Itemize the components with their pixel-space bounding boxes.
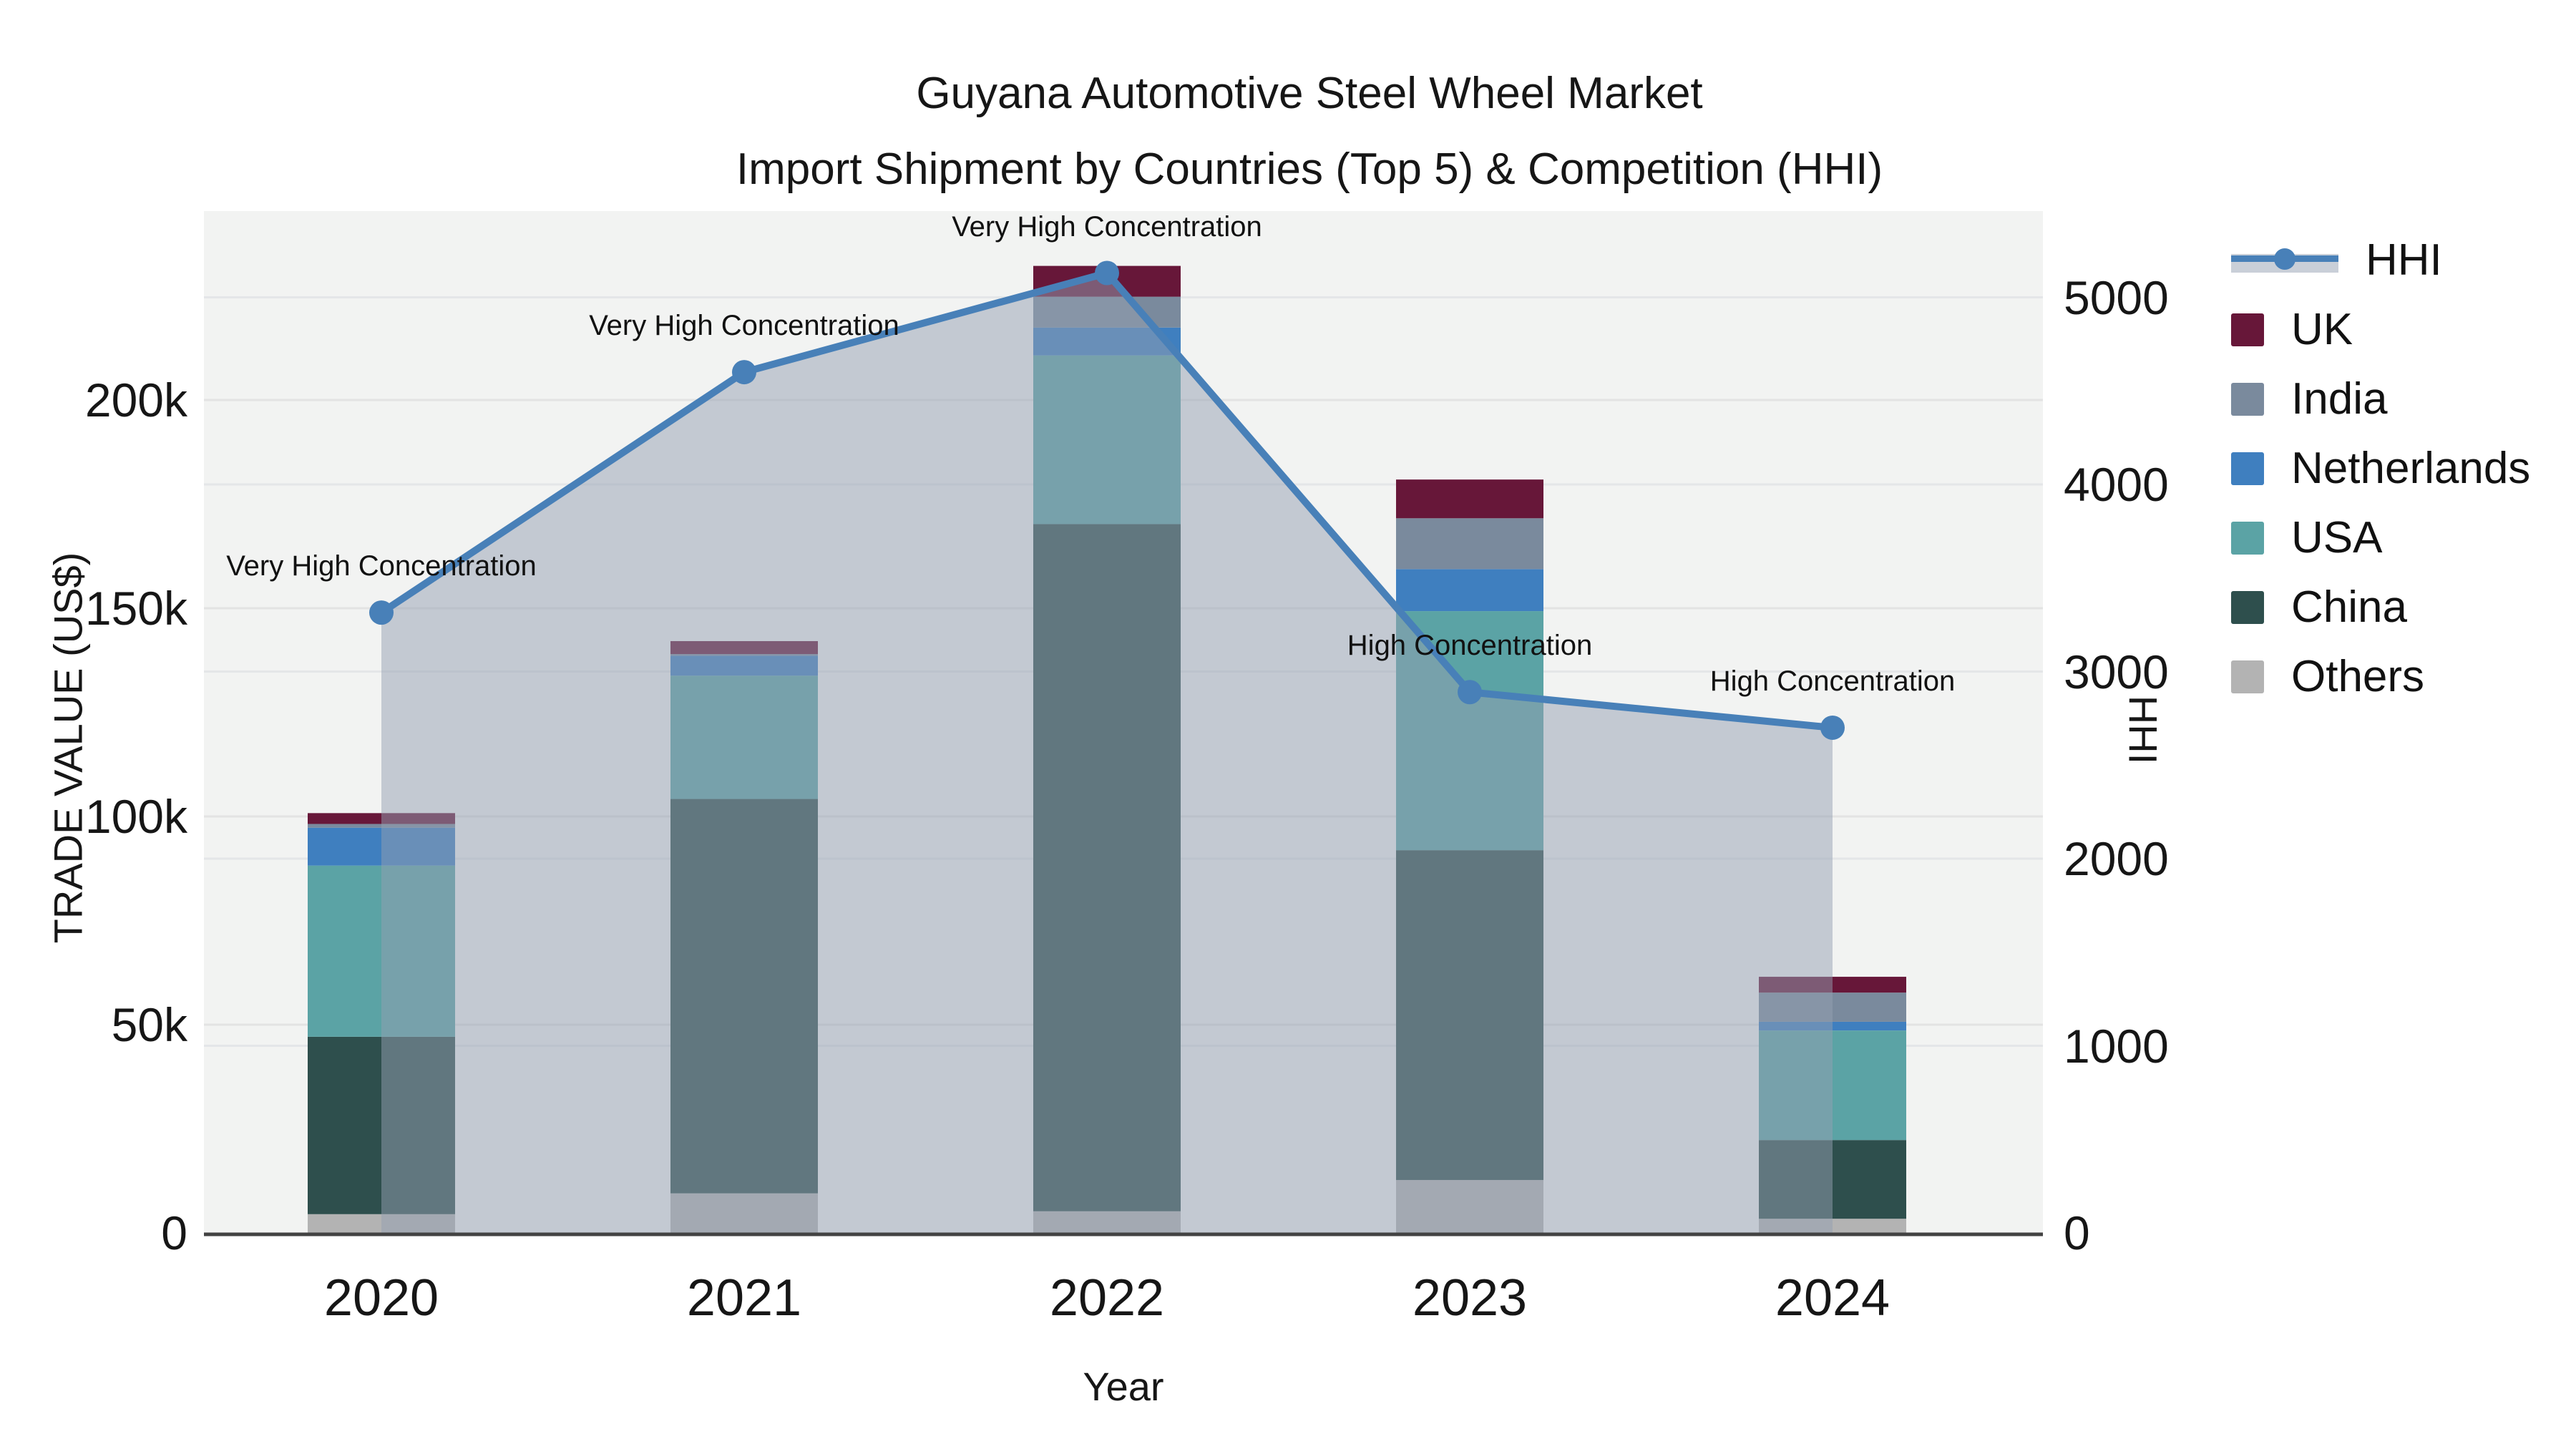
legend-swatch-icon: [2231, 452, 2264, 485]
legend-label: UK: [2291, 305, 2353, 354]
legend: HHI UK India Netherlands USA China Others: [2231, 225, 2530, 711]
hhi-marker-2024[interactable]: [1820, 715, 1845, 740]
legend-swatch-icon: [2231, 590, 2264, 624]
legend-swatch-icon: [2231, 660, 2264, 693]
legend-item-usa[interactable]: USA: [2231, 503, 2530, 572]
x-tick-2023: 2023: [1412, 1269, 1528, 1327]
bar-segment-netherlands-2023[interactable]: [1396, 569, 1543, 612]
y-left-tick-100k: 100k: [84, 790, 187, 843]
legend-label: Netherlands: [2291, 444, 2531, 493]
x-tick-2022: 2022: [1049, 1269, 1165, 1327]
y-right-tick-2000: 2000: [2064, 832, 2169, 885]
chart-title: Guyana Automotive Steel Wheel Market Imp…: [736, 56, 1883, 208]
legend-line-icon: [2231, 244, 2338, 277]
annotation-2021: Very High Concentration: [589, 310, 899, 342]
legend-item-hhi[interactable]: HHI: [2231, 225, 2530, 295]
legend-item-china[interactable]: China: [2231, 572, 2530, 642]
x-tick-2021: 2021: [686, 1269, 802, 1327]
annotation-2023: High Concentration: [1347, 630, 1593, 662]
hhi-marker-2020[interactable]: [369, 600, 394, 625]
legend-item-uk[interactable]: UK: [2231, 295, 2530, 364]
x-tick-2024: 2024: [1775, 1269, 1890, 1327]
annotation-2024: High Concentration: [1709, 665, 1956, 697]
legend-label: HHI: [2366, 235, 2442, 285]
bar-segment-uk-2023[interactable]: [1396, 479, 1543, 519]
hhi-marker-2021[interactable]: [732, 360, 756, 385]
y-right-tick-0: 0: [2064, 1206, 2090, 1259]
y-left-tick-200k: 200k: [84, 374, 187, 426]
x-axis-title: Year: [1083, 1364, 1164, 1409]
y-left-tick-0: 0: [161, 1206, 187, 1259]
y-left-tick-150k: 150k: [84, 582, 187, 635]
legend-label: USA: [2291, 513, 2383, 562]
legend-item-india[interactable]: India: [2231, 364, 2530, 434]
y-right-tick-3000: 3000: [2064, 645, 2169, 698]
bar-segment-india-2023[interactable]: [1396, 518, 1543, 570]
annotation-2020: Very High Concentration: [226, 550, 537, 582]
y-left-axis-title: TRADE VALUE (US$): [45, 552, 91, 944]
hhi-marker-2023[interactable]: [1458, 680, 1482, 705]
legend-swatch-icon: [2231, 382, 2264, 416]
y-right-tick-5000: 5000: [2064, 270, 2169, 324]
hhi-marker-2022[interactable]: [1095, 260, 1119, 286]
y-left-tick-50k: 50k: [111, 998, 187, 1051]
x-tick-2020: 2020: [323, 1269, 439, 1327]
chart-title-line2: Import Shipment by Countries (Top 5) & C…: [736, 145, 1883, 194]
y-right-axis-title: HHI: [2120, 695, 2166, 765]
legend-label: India: [2291, 374, 2388, 424]
annotation-2022: Very High Concentration: [952, 210, 1262, 243]
legend-item-others[interactable]: Others: [2231, 642, 2530, 711]
legend-item-netherlands[interactable]: Netherlands: [2231, 434, 2530, 503]
legend-swatch-icon: [2231, 521, 2264, 555]
legend-label: China: [2291, 582, 2407, 632]
y-right-tick-1000: 1000: [2064, 1019, 2169, 1073]
y-right-tick-4000: 4000: [2064, 458, 2169, 511]
legend-swatch-icon: [2231, 313, 2264, 346]
chart-title-line1: Guyana Automotive Steel Wheel Market: [916, 69, 1703, 118]
hhi-area-fill: [381, 273, 1833, 1233]
legend-label: Others: [2291, 652, 2425, 701]
